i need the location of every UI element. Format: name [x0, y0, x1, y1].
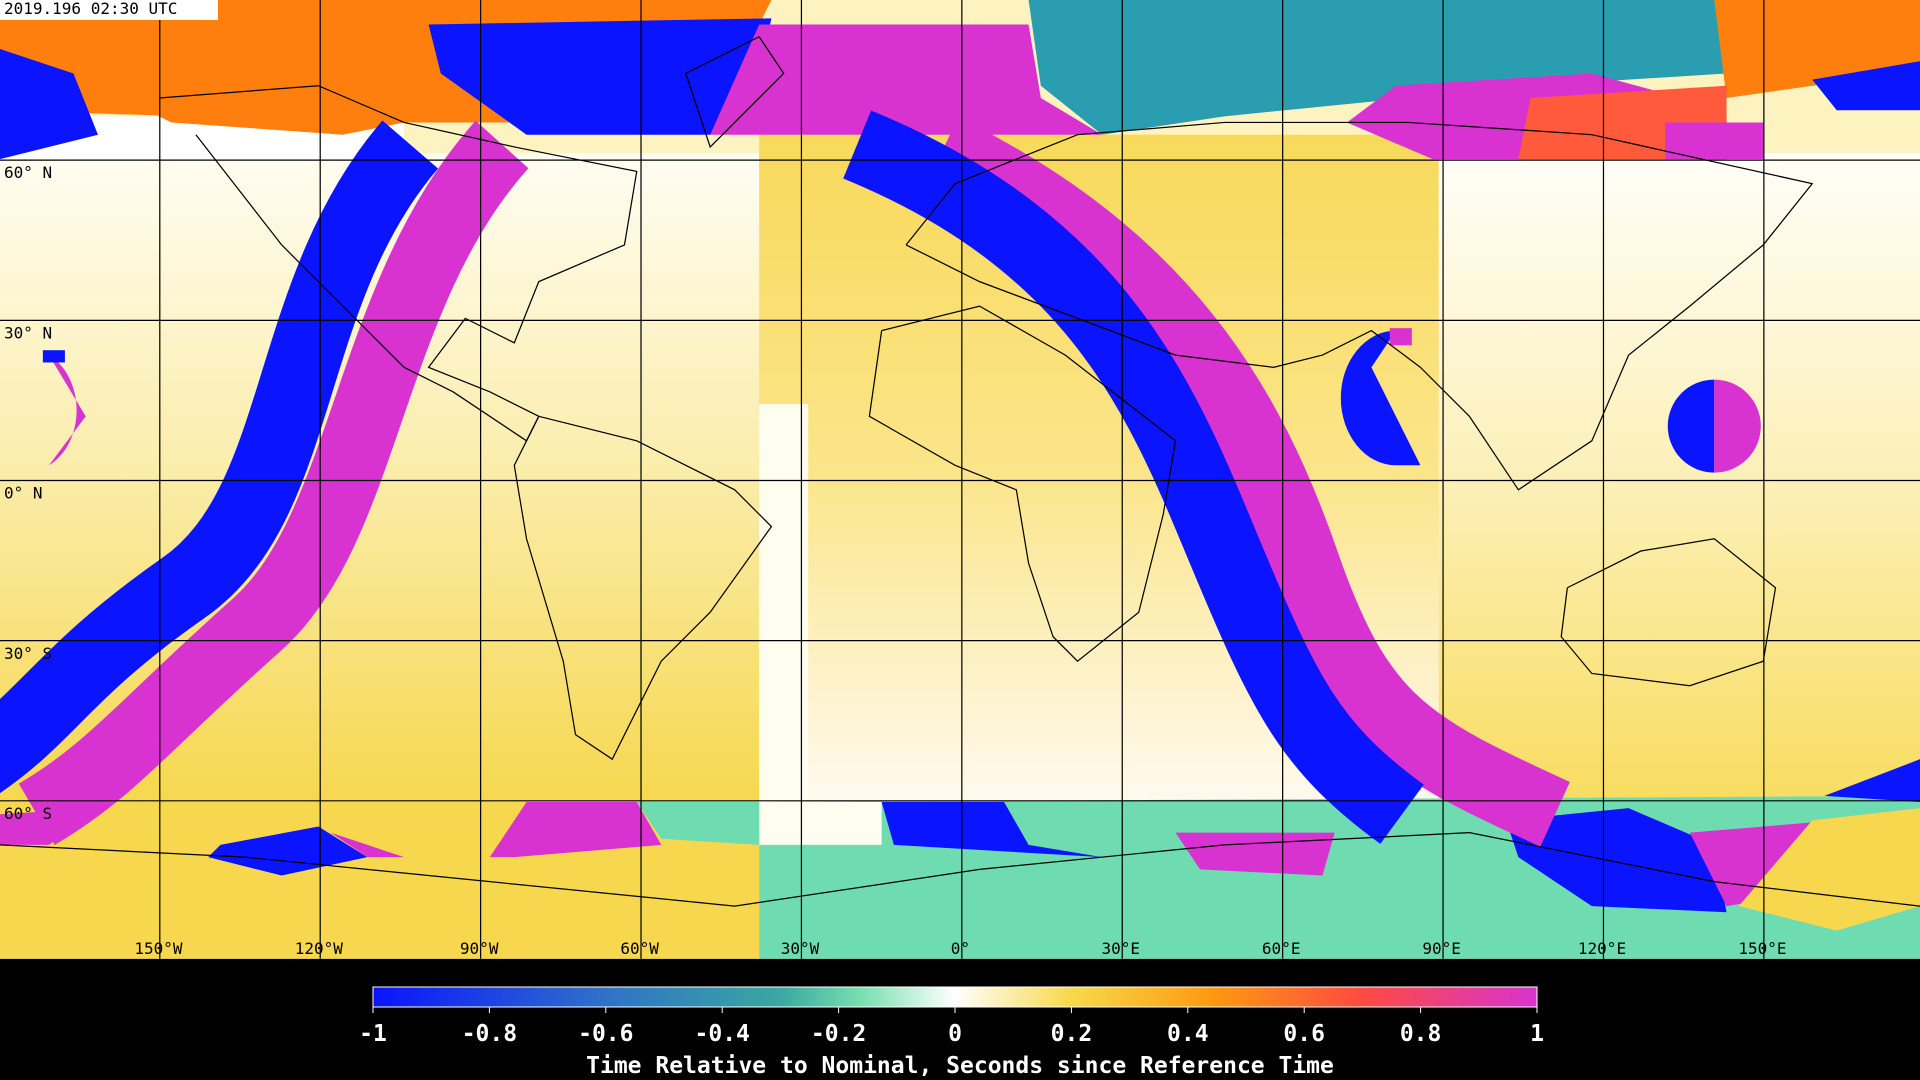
coastline [513, 415, 773, 761]
lat-label: 60° S [4, 804, 52, 823]
lon-label: 150°W [134, 939, 183, 958]
lat-label: 30° S [4, 644, 52, 663]
swath [208, 826, 368, 876]
colorbar-tick-label: 0.4 [1167, 1021, 1209, 1047]
colorbar-tick-label: -0.4 [695, 1021, 750, 1047]
swath [1812, 61, 1920, 111]
coastline [905, 121, 1814, 491]
region [759, 404, 809, 809]
swath [710, 24, 1103, 135]
colorbar-tick-label: 0 [948, 1021, 962, 1047]
swath [881, 802, 1103, 858]
scan-fragment [1714, 379, 1761, 473]
swath [1665, 122, 1764, 160]
colorbar-tick-label: 0.8 [1400, 1021, 1442, 1047]
scan-band [843, 110, 1424, 844]
colorbar-tick-label: 0.2 [1051, 1021, 1093, 1047]
map [0, 0, 1920, 959]
colorbar-tick-label: -0.6 [578, 1021, 633, 1047]
lon-label: 120°E [1578, 939, 1626, 958]
scan-fragment [42, 350, 65, 363]
swath [428, 18, 772, 135]
lon-label: 60°E [1262, 939, 1301, 958]
lon-label: 60°W [620, 939, 659, 958]
swath [1824, 759, 1920, 803]
swath [759, 802, 882, 845]
timestamp-box [0, 0, 218, 20]
lon-label: 90°E [1422, 939, 1461, 958]
lon-label: 0° [951, 939, 970, 958]
scan-band [18, 120, 529, 845]
swath [330, 802, 662, 858]
swath [1028, 0, 1727, 135]
scan-fragment [1340, 330, 1421, 466]
colorbar-tick-label: -0.2 [811, 1021, 866, 1047]
scan-fragment [48, 355, 86, 466]
coastline [685, 35, 785, 149]
swath [1506, 808, 1727, 913]
scan-fragment [1667, 379, 1715, 473]
lat-label: 0° N [4, 484, 43, 503]
colorbar-tick-label: -0.8 [462, 1021, 517, 1047]
coastline [159, 85, 638, 442]
scan-band [927, 117, 1570, 847]
swath [0, 48, 98, 160]
lon-label: 30°W [781, 939, 820, 958]
lon-label: 90°W [460, 939, 499, 958]
coastline [868, 305, 1177, 663]
swath [134, 97, 405, 135]
coastline [0, 832, 1920, 907]
scan-band [0, 120, 439, 794]
swath [1738, 808, 1920, 931]
colorbar-label: Time Relative to Nominal, Seconds since … [586, 1053, 1334, 1079]
timestamp: 2019.196 02:30 UTC [4, 0, 177, 18]
lat-label: 30° N [4, 323, 52, 342]
lon-label: 150°E [1738, 939, 1786, 958]
lat-label: 60° N [4, 163, 52, 182]
scan-fragment [1389, 328, 1412, 346]
lon-label: 120°W [295, 939, 344, 958]
colorbar-tick-label: 1 [1530, 1021, 1544, 1047]
swath [636, 802, 760, 845]
swath [1175, 832, 1335, 876]
lon-label: 30°E [1102, 939, 1141, 958]
colorbar [372, 986, 1538, 1008]
colorbar-tick-label: 0.6 [1283, 1021, 1325, 1047]
colorbar-tick-label: -1 [359, 1021, 387, 1047]
